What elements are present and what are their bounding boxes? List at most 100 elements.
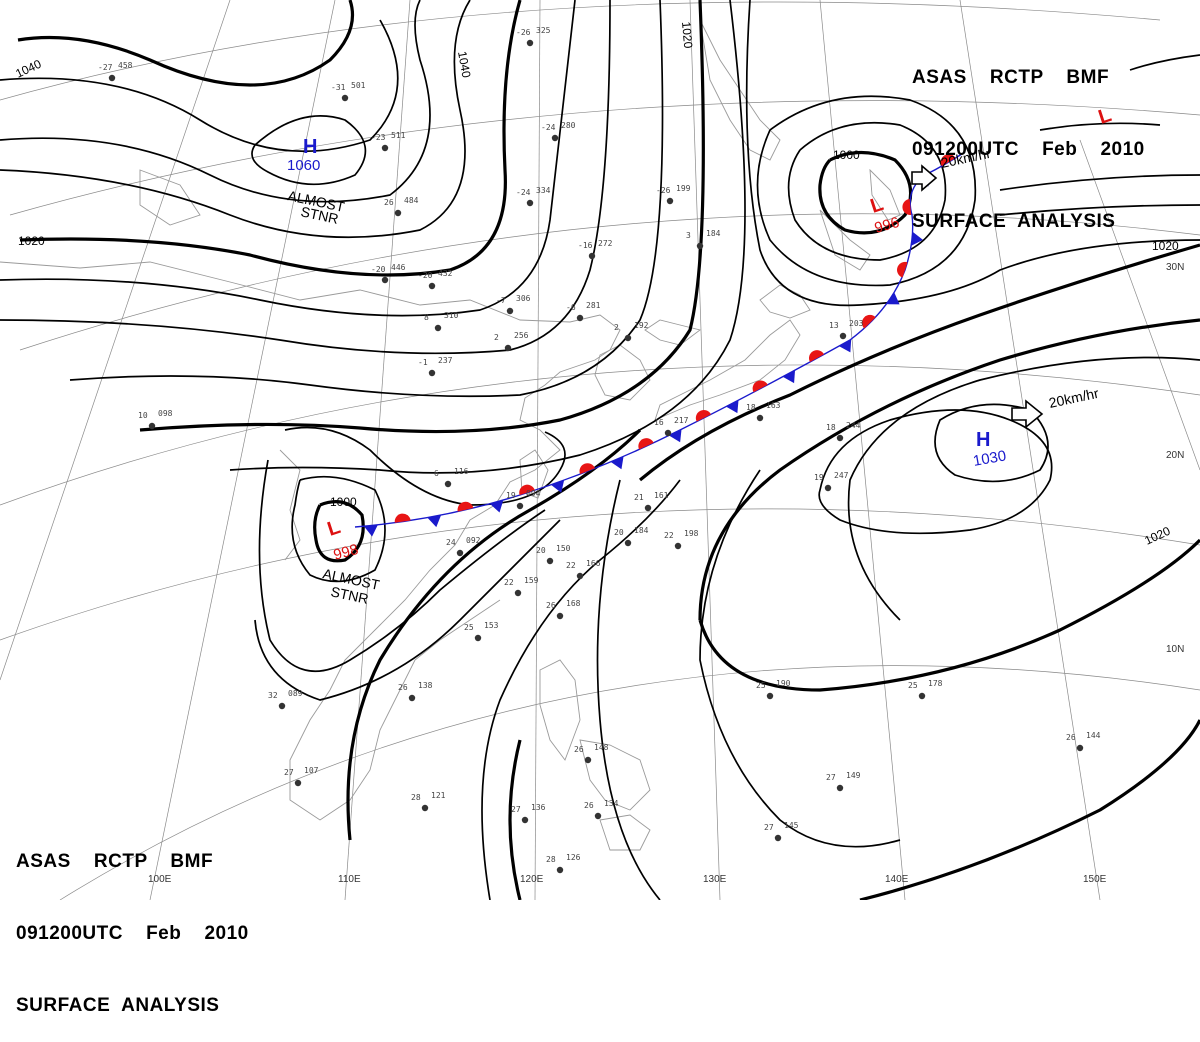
station-circle — [584, 756, 592, 764]
station-pressure: 134 — [604, 799, 619, 808]
station-temperature: 13 — [829, 321, 839, 330]
station-temperature: 32 — [268, 691, 278, 700]
station-pressure: 484 — [404, 196, 419, 205]
station-pressure: 190 — [776, 679, 791, 688]
station-plot: -6 281 — [566, 301, 601, 322]
station-pressure: 432 — [438, 269, 453, 278]
station-temperature: 8 — [424, 313, 429, 322]
station-temperature: 26 — [1066, 733, 1076, 742]
station-temperature: 28 — [546, 855, 556, 864]
stationary-front — [354, 151, 966, 537]
station-pressure: 094 — [526, 489, 541, 498]
warm-front-semicircle — [695, 409, 711, 422]
station-temperature: 6 — [434, 469, 439, 478]
longitude-label: 130E — [703, 874, 727, 885]
station-pressure: 163 — [766, 401, 781, 410]
title-line-product: ASAS RCTP BMF — [912, 67, 1110, 88]
station-circle — [774, 834, 782, 842]
cold-front-triangle — [610, 456, 624, 470]
isobar-1040-west — [17, 0, 355, 87]
station-plot: 18 244 — [826, 421, 861, 442]
cold-front-triangle — [911, 231, 923, 246]
warm-front-semicircle — [752, 380, 768, 393]
pressure-center-high-1060: H 1060 ALMOST STNR — [286, 136, 346, 227]
station-plot: 20 150 — [536, 544, 571, 565]
station-plot: 32 089 — [268, 689, 303, 710]
station-circle — [918, 692, 926, 700]
station-plot: 2 192 — [614, 321, 649, 342]
station-pressure: 203 — [849, 319, 864, 328]
station-plot: 28 126 — [546, 853, 581, 874]
longitude-label: 110E — [338, 874, 361, 885]
station-plot: 25 178 — [908, 679, 943, 700]
station-circle — [644, 504, 652, 512]
isobar-1000-low-east — [818, 150, 913, 235]
station-temperature: 2 — [614, 323, 619, 332]
station-pressure: 107 — [304, 766, 319, 775]
station-pressure: 116 — [454, 467, 469, 476]
station-circle — [474, 634, 482, 642]
station-pressure: 325 — [536, 26, 551, 35]
station-pressure: 281 — [586, 301, 601, 310]
station-pressure: 150 — [556, 544, 571, 553]
station-plot: 6 116 — [434, 467, 469, 488]
station-temperature: 19 — [814, 473, 824, 482]
title-line-time: 091200UTC Feb 2010 — [912, 139, 1145, 160]
station-plot: -27 458 — [98, 61, 133, 82]
station-plot: 21 161 — [634, 491, 669, 512]
chart-title-top: ASAS RCTP BMF 091200UTC Feb 2010 SURFACE… — [912, 18, 1145, 258]
cold-front-triangle — [838, 339, 852, 353]
station-temperature: 27 — [284, 768, 294, 777]
motion-arrow-icon — [911, 164, 938, 192]
station-temperature: 20 — [536, 546, 546, 555]
cold-front-triangle — [668, 429, 682, 443]
station-circle — [506, 307, 514, 315]
isobar-1000-low-west — [313, 500, 365, 563]
station-plot: 27 107 — [284, 766, 319, 787]
station-temperature: 27 — [511, 805, 521, 814]
cold-front-triangle — [782, 370, 796, 384]
station-temperature: 28 — [411, 793, 421, 802]
station-pressure: 237 — [438, 356, 453, 365]
chart-title-bottom: ASAS RCTP BMF 091200UTC Feb 2010 SURFACE… — [16, 802, 249, 1042]
station-pressure: 458 — [118, 61, 133, 70]
cold-front-triangle — [363, 524, 378, 537]
station-temperature: 22 — [664, 531, 674, 540]
cold-front-triangle — [489, 500, 504, 513]
station-circle — [341, 94, 349, 102]
station-plot: 26 168 — [546, 599, 581, 620]
grid-label-group: 100E 110E 120E 130E 140E 150E 30N 20N 10… — [148, 262, 1184, 885]
isobar-1020-west — [19, 0, 522, 277]
station-plot: 19 094 — [506, 489, 541, 510]
station-circle — [1076, 744, 1084, 752]
station-plot: 20 184 — [614, 526, 649, 547]
station-temperature: 26 — [384, 198, 394, 207]
station-temperature: 27 — [826, 773, 836, 782]
station-temperature: -1 — [418, 358, 428, 367]
station-circle — [526, 39, 534, 47]
station-plot: 22 198 — [664, 529, 699, 550]
station-circle — [836, 784, 844, 792]
latitude-label: 20N — [1166, 450, 1184, 461]
station-plot: -20 432 — [418, 269, 453, 290]
station-pressure: 306 — [516, 294, 531, 303]
station-temperature: 25 — [464, 623, 474, 632]
station-temperature: 25 — [908, 681, 918, 690]
high-center-letter: H — [976, 429, 990, 451]
station-plot: 2 256 — [494, 331, 529, 352]
station-circle — [556, 612, 564, 620]
station-circle — [148, 422, 156, 430]
station-circle — [381, 144, 389, 152]
warm-front-semicircle — [940, 154, 956, 167]
station-temperature: -20 — [371, 265, 386, 274]
warm-front-semicircle — [809, 350, 825, 363]
longitude-label: 140E — [885, 874, 909, 885]
station-temperature: 2 — [494, 333, 499, 342]
title-line-type: SURFACE ANALYSIS — [16, 995, 220, 1016]
isobars — [0, 0, 1200, 900]
station-temperature: -27 — [98, 63, 113, 72]
high-center-value: 1030 — [972, 447, 1008, 470]
high-center-letter: H — [303, 136, 317, 158]
station-temperature: -23 — [371, 133, 386, 142]
station-circle — [381, 276, 389, 284]
